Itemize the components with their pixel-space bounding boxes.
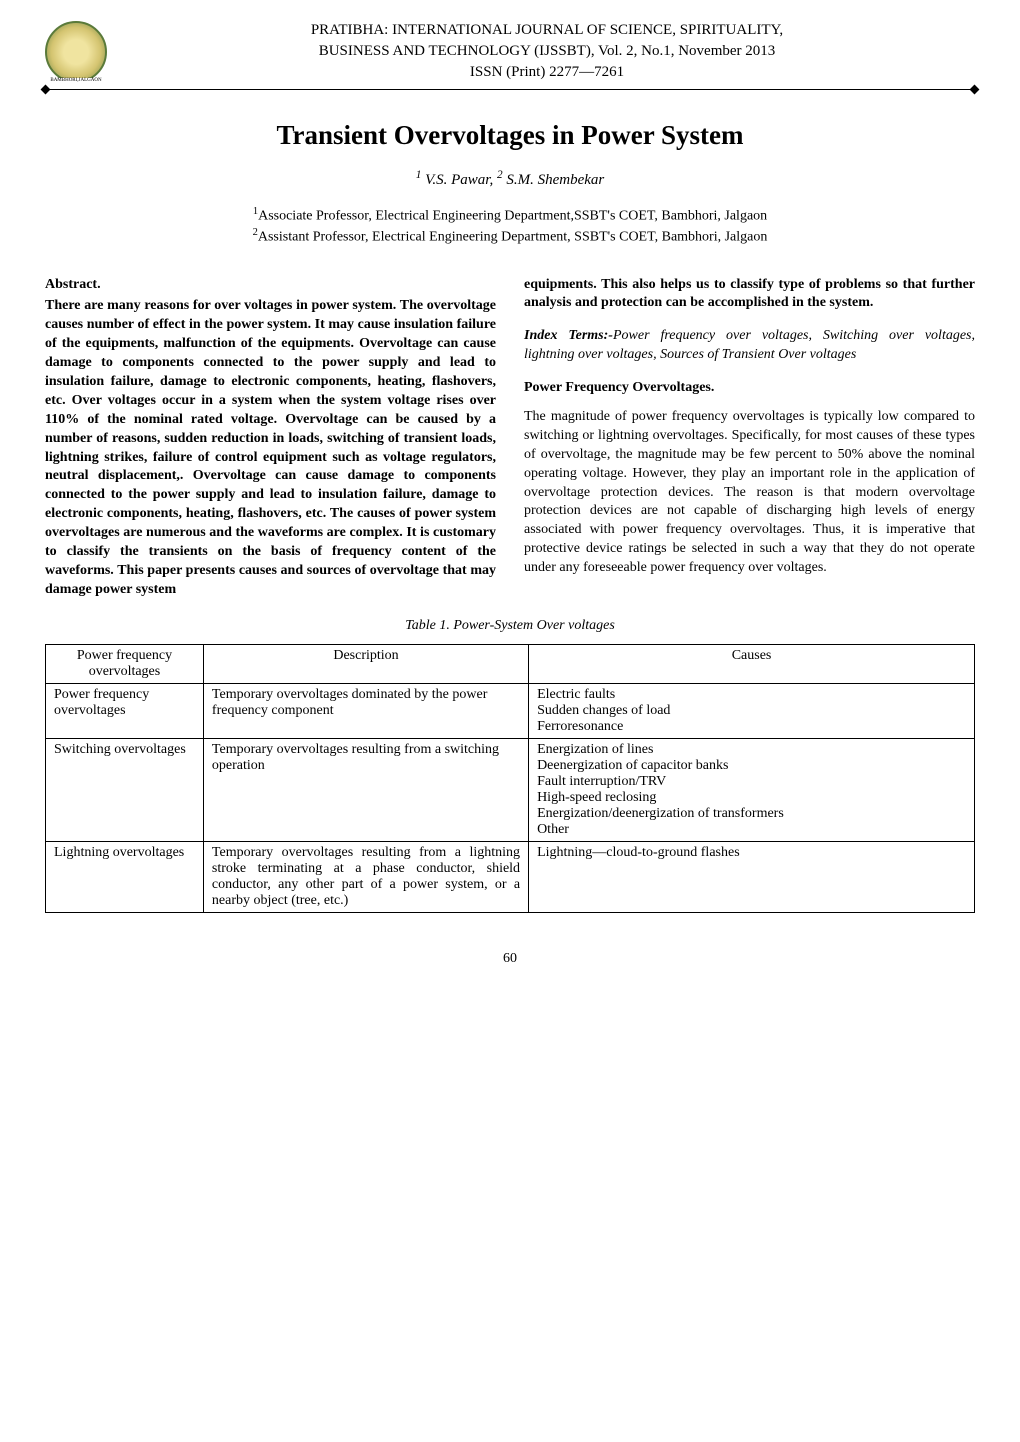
logo-caption: BAMBHORI,JALGAON (48, 78, 103, 83)
table-cell: Power frequency overvoltages (46, 683, 204, 738)
section-body: The magnitude of power frequency overvol… (524, 408, 975, 578)
paper-title: Transient Overvoltages in Power System (45, 120, 975, 151)
table-body: Power frequency overvoltages Temporary o… (46, 683, 975, 912)
table-caption: Table 1. Power-System Over voltages (45, 618, 975, 634)
table-row: Switching overvoltages Temporary overvol… (46, 738, 975, 841)
affiliation-line: 1Associate Professor, Electrical Enginee… (45, 205, 975, 226)
affiliation-text: Associate Professor, Electrical Engineer… (258, 209, 767, 224)
author-name: S.M. Shembekar (503, 172, 605, 188)
table-cell: Temporary overvoltages dominated by the … (203, 683, 528, 738)
logo-circle: BAMBHORI,JALGAON (45, 21, 107, 83)
abstract-body-left: There are many reasons for over voltages… (45, 297, 496, 599)
journal-line: ISSN (Print) 2277—7261 (119, 62, 975, 83)
table-cell: Energization of linesDeenergization of c… (529, 738, 975, 841)
table-header-cell: Description (203, 644, 528, 683)
section-heading: Power Frequency Overvoltages. (524, 379, 975, 398)
index-terms-label: Index Terms:- (524, 328, 613, 343)
affiliation-line: 2Assistant Professor, Electrical Enginee… (45, 226, 975, 247)
page-number: 60 (45, 951, 975, 967)
affiliation-text: Assistant Professor, Electrical Engineer… (258, 230, 768, 245)
table-row: Power frequency overvoltages Temporary o… (46, 683, 975, 738)
right-column: equipments. This also helps us to classi… (524, 276, 975, 600)
two-column-body: Abstract. There are many reasons for ove… (45, 276, 975, 600)
authors: 1 V.S. Pawar, 2 S.M. Shembekar (45, 169, 975, 189)
abstract-body-right: equipments. This also helps us to classi… (524, 276, 975, 314)
table-cell: Lightning—cloud-to-ground flashes (529, 841, 975, 912)
journal-line: BUSINESS AND TECHNOLOGY (IJSSBT), Vol. 2… (119, 41, 975, 62)
overvoltages-table: Power frequency overvoltages Description… (45, 644, 975, 913)
table-header-cell: Power frequency overvoltages (46, 644, 204, 683)
table-cell: Temporary overvoltages resulting from a … (203, 738, 528, 841)
table-cell: Temporary overvoltages resulting from a … (203, 841, 528, 912)
index-terms: Index Terms:-Power frequency over voltag… (524, 327, 975, 365)
table-cell: Electric faultsSudden changes of loadFer… (529, 683, 975, 738)
table-cell: Lightning overvoltages (46, 841, 204, 912)
table-row: Lightning overvoltages Temporary overvol… (46, 841, 975, 912)
table-cell: Switching overvoltages (46, 738, 204, 841)
journal-line: PRATIBHA: INTERNATIONAL JOURNAL OF SCIEN… (119, 20, 975, 41)
header-divider (45, 89, 975, 90)
table-head: Power frequency overvoltages Description… (46, 644, 975, 683)
journal-info: PRATIBHA: INTERNATIONAL JOURNAL OF SCIEN… (119, 20, 975, 83)
table-header-row: Power frequency overvoltages Description… (46, 644, 975, 683)
page-header: BAMBHORI,JALGAON PRATIBHA: INTERNATIONAL… (45, 20, 975, 83)
left-column: Abstract. There are many reasons for ove… (45, 276, 496, 600)
abstract-label: Abstract. (45, 276, 496, 295)
journal-logo: BAMBHORI,JALGAON (45, 21, 107, 83)
affiliations: 1Associate Professor, Electrical Enginee… (45, 205, 975, 248)
table-header-cell: Causes (529, 644, 975, 683)
author-name: V.S. Pawar, (421, 172, 497, 188)
